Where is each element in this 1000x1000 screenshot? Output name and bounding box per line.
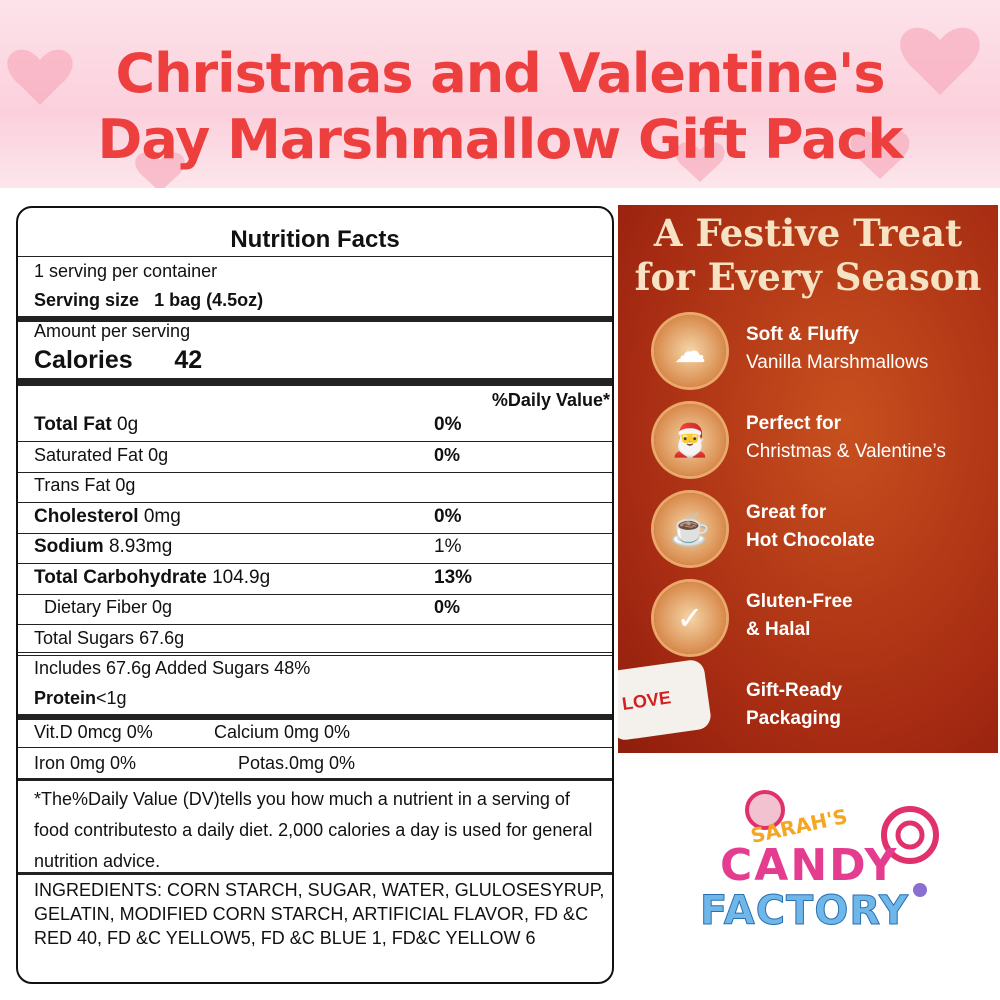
row: Total Sugars 67.6g xyxy=(34,628,604,649)
feature-detail: Christmas & Valentine’s xyxy=(746,441,946,462)
nutrient-name: Total Sugars xyxy=(34,627,135,648)
divider xyxy=(18,441,612,442)
row: Sodium 8.93mg 1% xyxy=(34,536,604,558)
nutrient-amount: 0mg xyxy=(143,505,181,527)
nutrient-name: Total Carbohydrate xyxy=(34,566,207,588)
calories-label: Calories xyxy=(34,346,133,374)
footnote: *The%Daily Value (DV)tells you how much … xyxy=(34,789,593,871)
feature-icon: ☁ xyxy=(654,315,726,387)
feature-icon: ☕ xyxy=(654,493,726,565)
feature-heading: Gluten-Free xyxy=(746,591,853,612)
amount-label: Amount per serving xyxy=(34,321,191,341)
divider xyxy=(18,624,612,625)
row: Total Fat 0g 0% xyxy=(34,414,604,436)
panel-title: A Festive Treat xyxy=(653,211,963,255)
feature-text: Soft & Fluffy Vanilla Marshmallows xyxy=(746,321,928,377)
label-title: Nutrition Facts xyxy=(230,226,400,253)
feature-detail: Packaging xyxy=(746,708,842,729)
dv-header: %Daily Value* xyxy=(491,390,610,410)
divider xyxy=(18,502,612,503)
feature-icon: 🎅 xyxy=(654,404,726,476)
nutrient-name: Saturated Fat xyxy=(34,444,144,465)
feature-detail: Hot Chocolate xyxy=(746,530,875,551)
row: Dietary Fiber 0g 0% xyxy=(34,597,604,618)
divider xyxy=(18,532,612,534)
logo-art xyxy=(745,790,939,897)
feature-text: Great for Hot Chocolate xyxy=(746,499,875,555)
protein-label: Protein xyxy=(34,688,97,708)
panel-title: for Every Season xyxy=(634,255,982,299)
protein: <1g xyxy=(96,688,127,708)
nutrient-amount: 0g xyxy=(115,475,136,495)
calories: 42 xyxy=(174,346,203,374)
logo-text: CANDY xyxy=(720,840,899,891)
vitamin: Iron 0mg 0% xyxy=(34,753,137,773)
nutrient-amount: 8.93mg xyxy=(108,536,173,557)
nutrient-name: Total Fat xyxy=(34,414,112,435)
logo: SARAH'S CANDY FACTORY xyxy=(680,780,940,950)
vitamin: Potas.0mg 0% xyxy=(238,753,356,773)
feature-icon: ✓ xyxy=(654,582,726,654)
nutrient-name: Sodium xyxy=(34,536,104,557)
nutrient-name: Cholesterol xyxy=(34,505,139,527)
nutrient-name: Dietary Fiber xyxy=(44,597,148,617)
daily-value: 0% xyxy=(434,444,461,465)
nutrient-name: Trans Fat xyxy=(34,475,111,495)
feature-heading: Soft & Fluffy xyxy=(746,324,859,345)
feature-detail: Vanilla Marshmallows xyxy=(746,352,929,373)
logo-text: FACTORY xyxy=(700,888,909,935)
daily-value: 13% xyxy=(434,566,473,588)
hearts-background xyxy=(7,27,980,188)
serving-size-label: Serving size xyxy=(34,290,140,310)
nutrient-amount: 0g xyxy=(152,597,173,617)
feature-panel: A Festive Treat for Every Season ☁ Soft &… xyxy=(618,205,998,753)
nutrient-amount: 67.6g xyxy=(139,627,185,648)
row: Saturated Fat 0g 0% xyxy=(34,445,604,466)
feature-detail: & Halal xyxy=(746,619,811,640)
title-line: Christmas and Valentine's xyxy=(115,42,885,105)
feature-heading: Gift-Ready xyxy=(746,680,843,701)
vitamin: Vit.D 0mcg 0% xyxy=(34,722,153,742)
divider xyxy=(18,563,612,564)
feature-text: Gift-Ready Packaging xyxy=(746,677,842,733)
title-line: Day Marshmallow Gift Pack xyxy=(97,108,904,171)
feature-heading: Perfect for xyxy=(746,413,842,434)
servings: 1 serving per container xyxy=(34,261,218,281)
daily-value: 0% xyxy=(434,597,461,617)
nutrient-amount: 0g xyxy=(117,414,139,435)
feature-text: Perfect for Christmas & Valentine’s xyxy=(746,410,946,466)
nutrient-amount: 104.9g xyxy=(212,566,271,588)
vitamin: Calcium 0mg 0% xyxy=(214,722,351,742)
daily-value: 0% xyxy=(434,414,462,435)
daily-value: 1% xyxy=(434,536,462,557)
header: Christmas and Valentine's Day Marshmallo… xyxy=(0,0,1000,188)
row: Trans Fat 0g xyxy=(34,475,604,496)
row: Cholesterol 0mg 0% xyxy=(34,506,604,528)
divider xyxy=(18,654,612,656)
nutrition-label: Nutrition Facts 1 serving per container … xyxy=(16,206,614,984)
feature-heading: Great for xyxy=(746,502,827,523)
marshmallow: LOVE xyxy=(618,658,713,742)
divider xyxy=(18,471,612,473)
divider xyxy=(18,593,612,595)
daily-value: 0% xyxy=(434,505,462,527)
ingredients: INGREDIENTS: CORN STARCH, SUGAR, WATER, … xyxy=(34,880,605,948)
nutrient-amount: 0g xyxy=(148,444,169,465)
added-sugars: Includes 67.6g Added Sugars 48% xyxy=(34,658,311,678)
row: Total Carbohydrate 104.9g 13% xyxy=(34,567,604,589)
feature-text: Gluten-Free & Halal xyxy=(746,588,853,644)
serving-size: 1 bag (4.5oz) xyxy=(154,290,264,310)
